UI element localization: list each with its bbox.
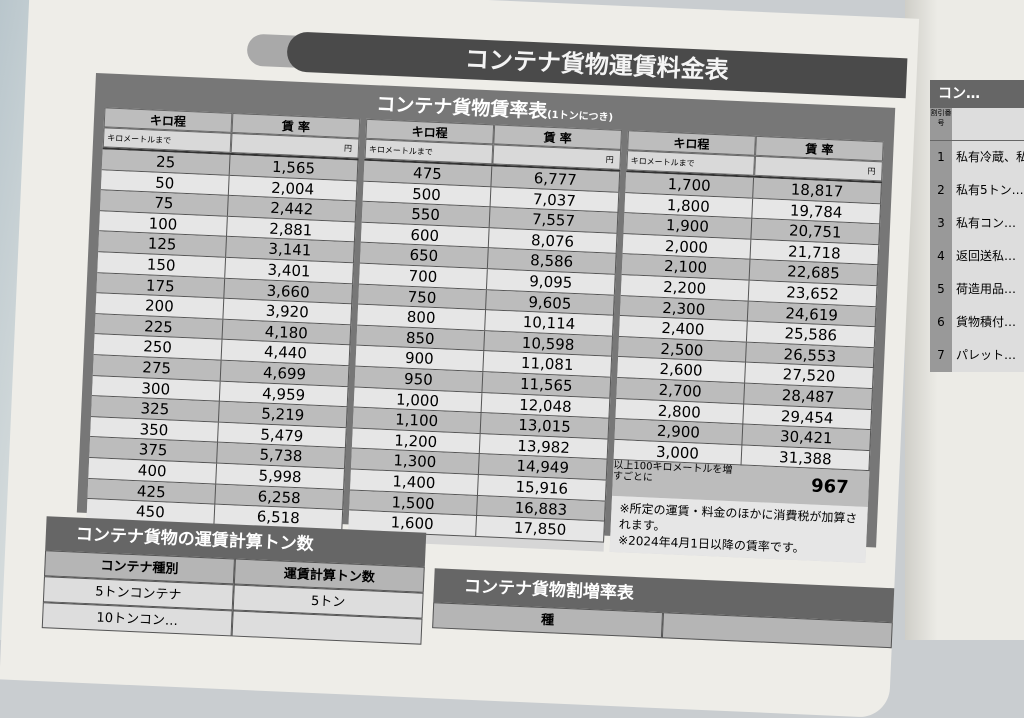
discount-label: 貨物積付… [952, 306, 1024, 339]
discount-row: 3 私有コン… [930, 207, 1024, 240]
rate-value: 17,850 [476, 516, 605, 542]
discount-label: 私有コン… [952, 207, 1024, 240]
discount-no: 6 [930, 306, 952, 339]
discount-row: 6 貨物積付… [930, 306, 1024, 339]
extra-value: 967 [810, 475, 850, 499]
rate-column: キロ程賃 率キロメートルまで円 1,700 18,817 1,800 19,784 1,9… [609, 130, 884, 564]
rows: 1,700 18,817 1,800 19,784 1,900 20,751 2,000 21… [613, 172, 882, 472]
discount-label: パレット… [952, 339, 1024, 372]
discount-row: 7 パレット… [930, 339, 1024, 372]
discount-no: 1 [930, 141, 952, 174]
discount-no: 4 [930, 240, 952, 273]
rate-column: キロ程賃 率キロメートルまで円 475 6,777 500 7,037 550 7,557 6… [347, 118, 623, 552]
discount-title: コン… [930, 80, 1024, 108]
surcharge-section: コンテナ貨物割増率表 種 [432, 568, 895, 649]
discount-row: 2 私有5トン… [930, 174, 1024, 207]
discount-no: 7 [930, 339, 952, 372]
km-unit: キロメートルまで [364, 138, 494, 165]
discount-row: 4 返回送私… [930, 240, 1024, 273]
discount-label: 荷造用品… [952, 273, 1024, 306]
discount-label: 私有5トン… [952, 174, 1024, 207]
extra-label: 以上100キロメートルを増すごとに [612, 460, 733, 484]
km-unit: キロメートルまで [626, 150, 756, 176]
discount-label: 返回送私… [952, 240, 1024, 273]
rate-unit: 円 [492, 144, 622, 170]
discount-table: コン… 割引番号 1私有冷蔵、私有ホッパ…2私有5トン…3私有コン…4返回送私…… [930, 80, 1024, 372]
discount-no: 2 [930, 174, 952, 207]
km-unit: キロメートルまで [102, 127, 232, 153]
rows: 475 6,777 500 7,037 550 7,557 600 8,076 650 8,586… [348, 160, 621, 543]
right-page: コン… 割引番号 1私有冷蔵、私有ホッパ…2私有5トン…3私有コン…4返回送私…… [905, 0, 1024, 640]
discount-no: 3 [930, 207, 952, 240]
discount-row: 5 荷造用品… [930, 273, 1024, 306]
rate-column: キロ程賃 率キロメートルまで円 25 1,565 50 2,004 75 2,442 100 2… [86, 107, 361, 541]
rows: 25 1,565 50 2,004 75 2,442 100 2,881 125 3,141 150… [86, 149, 359, 531]
tonnage-section: コンテナ貨物の運賃計算トン数 コンテナ種別 運賃計算トン数 5トンコンテナ 5トン… [41, 516, 427, 645]
notes: ※所定の運賃・料金のほかに消費税が加算されます。 ※2024年4月1日以降の賃率で… [609, 496, 868, 564]
rate-table: コンテナ貨物賃率表(1トンにつき) キロ程賃 率キロメートルまで円 25 1,565… [76, 72, 896, 564]
left-page: コンテナ貨物運賃料金表 コンテナ貨物賃率表(1トンにつき) キロ程賃 率キロメー… [0, 0, 919, 718]
discount-row: 1私有冷蔵、私有ホッパ… [930, 141, 1024, 174]
discount-label: 私有冷蔵、私有ホッパ… [952, 141, 1024, 174]
rate-unit: 円 [230, 132, 360, 159]
discount-header: 割引番号 [930, 108, 1024, 141]
rate-unit: 円 [754, 155, 883, 182]
discount-no: 5 [930, 273, 952, 306]
